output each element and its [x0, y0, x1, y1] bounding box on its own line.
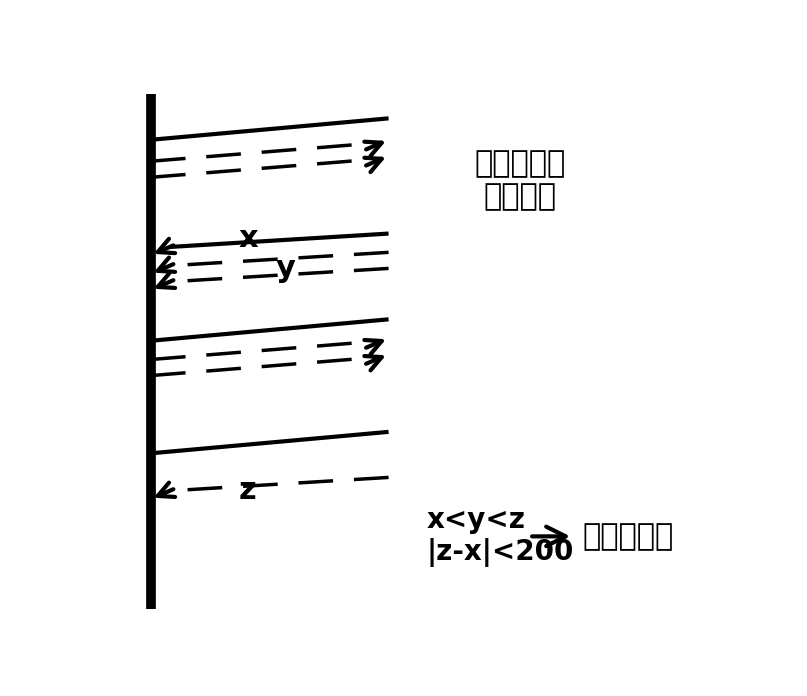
Text: y: y [276, 254, 296, 283]
Text: 一个路由器: 一个路由器 [583, 522, 674, 551]
Text: x: x [239, 224, 258, 253]
Text: z: z [239, 476, 256, 505]
Text: 一个或两个
路由器？: 一个或两个 路由器？ [475, 149, 566, 212]
Text: x<y<z: x<y<z [426, 506, 525, 535]
Text: |z-x|<200: |z-x|<200 [426, 538, 574, 567]
